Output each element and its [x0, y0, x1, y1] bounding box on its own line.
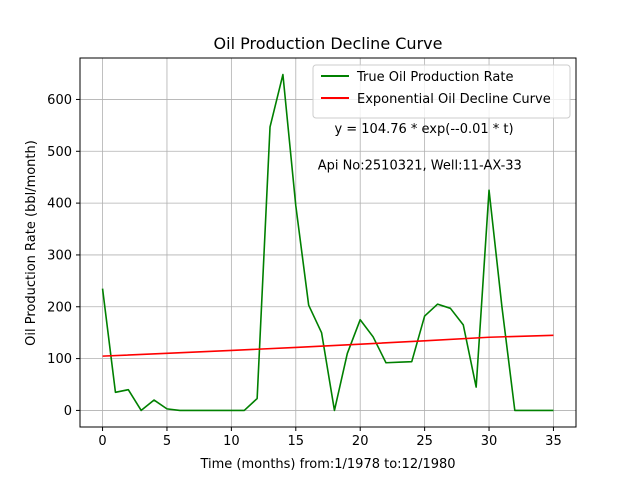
x-tick-label: 15 [288, 434, 305, 449]
series-line-true-rate [101, 73, 554, 412]
x-tick-label: 35 [545, 434, 562, 449]
series-group [101, 73, 554, 412]
y-tick-label: 400 [47, 197, 72, 212]
x-tick-label: 5 [163, 434, 171, 449]
chart-title: Oil Production Decline Curve [214, 34, 443, 53]
x-tick-label: 25 [416, 434, 433, 449]
y-axis-label: Oil Production Rate (bbl/month) [24, 140, 39, 346]
legend: True Oil Production Rate Exponential Oil… [312, 64, 571, 119]
x-tick-label: 10 [223, 434, 240, 449]
equation-annotation: y = 104.76 * exp(--0.01 * t) [334, 122, 513, 137]
legend-box [312, 64, 571, 119]
y-tick-label: 300 [47, 248, 72, 263]
y-tick-label: 0 [64, 404, 72, 419]
legend-label-true-rate: True Oil Production Rate [356, 70, 513, 85]
text-group: Oil Production Decline Curve Time (month… [24, 34, 522, 472]
y-tick-label: 200 [47, 300, 72, 315]
series-line-exp-decline [102, 334, 554, 357]
axes: 0 5 10 15 20 25 30 35 0 100 200 300 400 500 600 [47, 57, 577, 449]
x-tick-label: 30 [481, 434, 498, 449]
y-tick-label: 500 [47, 145, 72, 160]
y-tick-label: 100 [47, 352, 72, 367]
grid [80, 58, 576, 427]
y-tick-label: 600 [47, 93, 72, 108]
legend-label-exp-decline: Exponential Oil Decline Curve [357, 92, 551, 107]
x-tick-label: 20 [352, 434, 369, 449]
x-axis-label: Time (months) from:1/1978 to:12/1980 [199, 457, 455, 472]
plot-frame [79, 57, 577, 428]
x-tick-label: 0 [98, 434, 106, 449]
well-annotation: Api No:2510321, Well:11-AX-33 [318, 158, 522, 173]
